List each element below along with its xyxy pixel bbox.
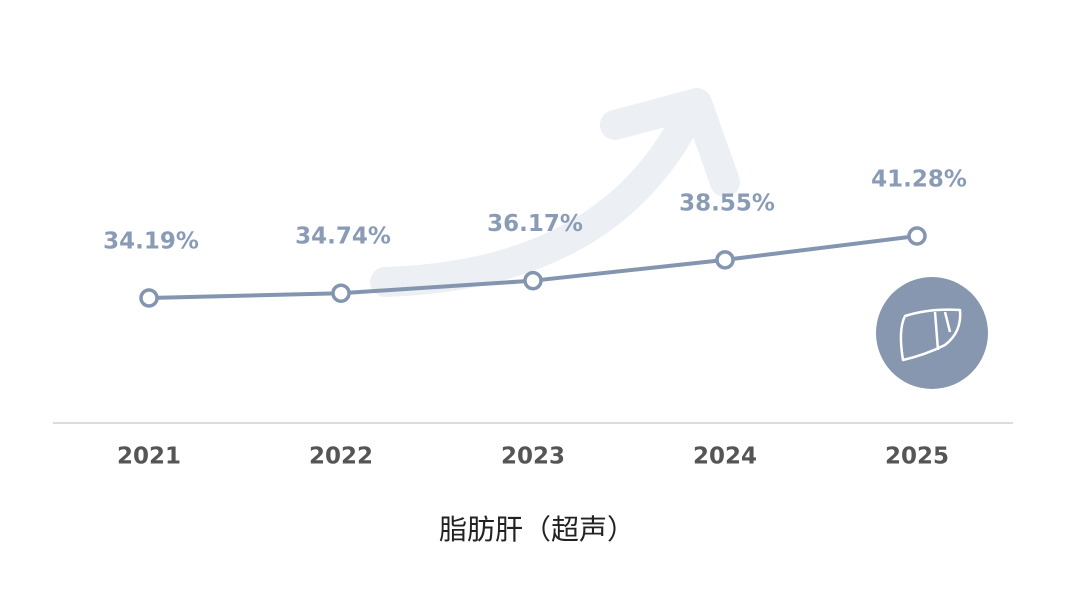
value-label: 34.19% <box>103 229 199 255</box>
liver-icon <box>876 277 988 389</box>
chart-title: 脂肪肝（超声） <box>439 513 635 546</box>
value-label: 36.17% <box>487 211 583 237</box>
trend-arrow <box>370 88 740 297</box>
data-point <box>139 288 159 308</box>
value-label: 41.28% <box>871 167 967 193</box>
icon-circle <box>876 277 988 389</box>
value-label: 34.74% <box>295 224 391 250</box>
data-point <box>331 283 351 303</box>
liver-shape <box>899 308 962 362</box>
arrow-head <box>600 88 740 197</box>
x-tick-label: 2024 <box>693 444 757 470</box>
data-point <box>715 250 735 270</box>
arrow-shaft <box>370 97 705 297</box>
x-tick-label: 2025 <box>885 444 949 470</box>
x-tick-label: 2022 <box>309 444 373 470</box>
value-label: 38.55% <box>679 190 775 216</box>
x-tick-label: 2023 <box>501 444 565 470</box>
x-tick-label: 2021 <box>117 444 181 470</box>
data-point <box>523 270 543 291</box>
data-point <box>907 226 927 246</box>
